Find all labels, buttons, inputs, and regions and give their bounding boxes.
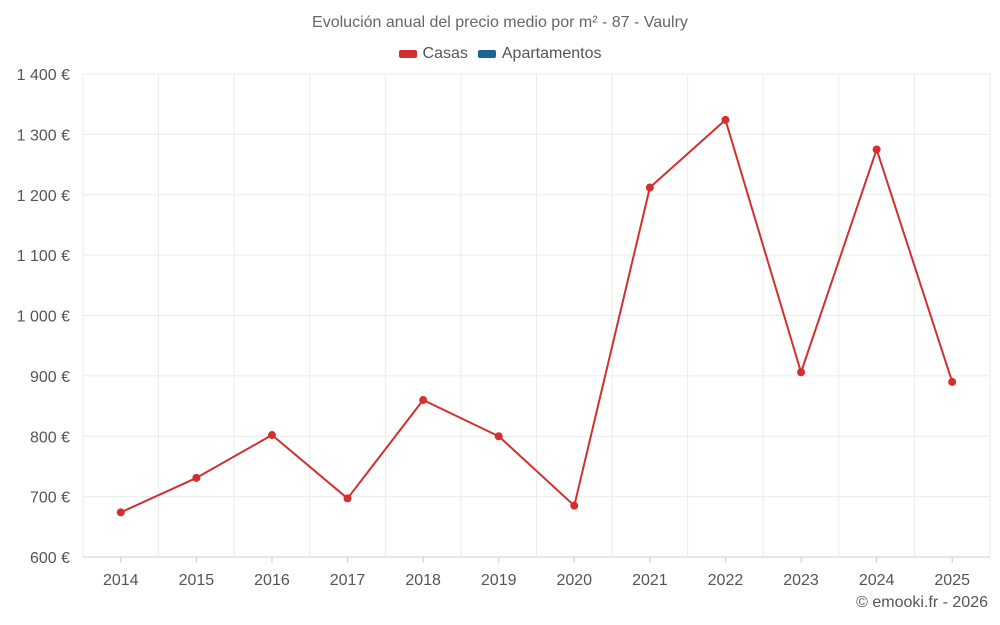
x-tick-label: 2018 [405, 572, 441, 589]
data-point-casas-2014 [116, 508, 125, 517]
y-tick-label: 1 100 € [17, 248, 70, 265]
data-point-casas-2023 [797, 368, 806, 377]
x-tick-label: 2015 [179, 572, 215, 589]
x-tick-label: 2020 [556, 572, 592, 589]
x-tick-label: 2016 [254, 572, 290, 589]
legend-item-casas[interactable]: Casas [398, 45, 468, 63]
y-tick-label: 1 300 € [17, 127, 70, 144]
data-point-casas-2024 [872, 145, 881, 154]
y-tick-label: 600 € [30, 550, 70, 567]
series-line-casas [120, 118, 954, 514]
legend-label-casas: Casas [422, 45, 468, 62]
y-tick-label: 700 € [30, 490, 70, 507]
legend: Casas Apartamentos [0, 45, 1000, 63]
x-tick-label: 2024 [859, 572, 895, 589]
data-point-casas-2020 [570, 501, 579, 510]
y-tick-label: 1 000 € [17, 309, 70, 326]
data-point-casas-2016 [267, 431, 276, 440]
x-tick-label: 2014 [103, 572, 139, 589]
data-point-casas-2025 [948, 377, 957, 386]
legend-swatch-casas [398, 50, 417, 58]
data-point-casas-2022 [721, 115, 730, 124]
data-point-casas-2015 [192, 473, 201, 482]
y-tick-label: 900 € [30, 369, 70, 386]
x-tick-label: 2022 [708, 572, 744, 589]
x-tick-label: 2023 [783, 572, 819, 589]
data-point-casas-2021 [645, 183, 654, 192]
x-tick-label: 2017 [330, 572, 366, 589]
data-point-casas-2018 [419, 396, 428, 405]
legend-label-apartamentos: Apartamentos [501, 45, 602, 62]
y-tick-label: 1 200 € [17, 188, 70, 205]
x-tick-label: 2021 [632, 572, 668, 589]
chart-title: Evolución anual del precio medio por m² … [312, 14, 688, 31]
credit-text: © emooki.fr - 2026 [856, 594, 988, 611]
data-point-casas-2017 [343, 494, 352, 503]
legend-swatch-apartamentos [477, 50, 496, 58]
data-point-casas-2019 [494, 432, 503, 441]
y-tick-label: 1 400 € [17, 67, 70, 84]
y-tick-label: 800 € [30, 429, 70, 446]
x-tick-label: 2025 [934, 572, 970, 589]
legend-item-apartamentos[interactable]: Apartamentos [477, 45, 602, 63]
x-tick-label: 2019 [481, 572, 517, 589]
